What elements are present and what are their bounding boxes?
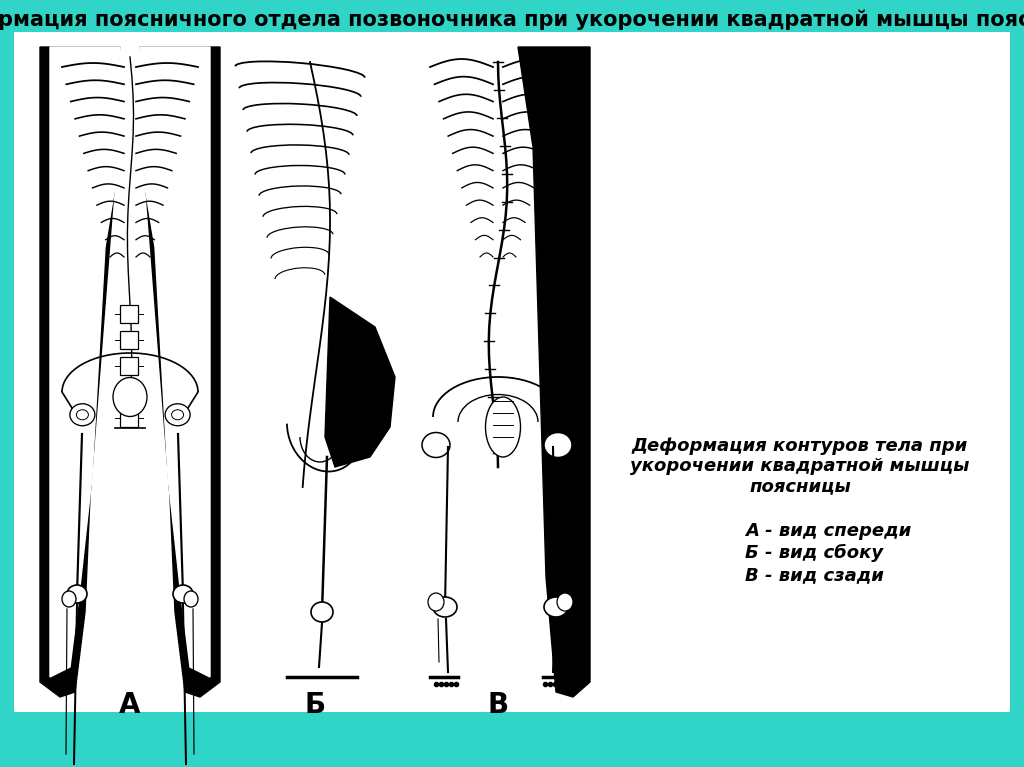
Polygon shape <box>40 47 120 697</box>
Ellipse shape <box>557 593 573 611</box>
Ellipse shape <box>113 377 147 416</box>
Ellipse shape <box>422 433 450 457</box>
Text: В - вид сзади: В - вид сзади <box>745 566 884 584</box>
Text: поясницы: поясницы <box>750 477 851 495</box>
Ellipse shape <box>77 410 88 420</box>
Ellipse shape <box>184 591 198 607</box>
Bar <box>120 383 138 401</box>
Ellipse shape <box>172 410 183 420</box>
Bar <box>120 305 138 323</box>
Polygon shape <box>135 47 210 677</box>
Text: Б - вид сбоку: Б - вид сбоку <box>745 544 883 562</box>
Bar <box>120 409 138 427</box>
Ellipse shape <box>67 585 87 603</box>
Ellipse shape <box>165 403 190 426</box>
Text: В: В <box>487 691 509 719</box>
Bar <box>14 32 1010 712</box>
Text: А - вид спереди: А - вид спереди <box>745 522 911 540</box>
Ellipse shape <box>62 591 76 607</box>
Polygon shape <box>518 47 590 697</box>
Ellipse shape <box>173 585 193 603</box>
Text: Б: Б <box>304 691 326 719</box>
Text: А: А <box>119 691 140 719</box>
Ellipse shape <box>70 403 95 426</box>
Ellipse shape <box>485 397 520 457</box>
Ellipse shape <box>544 433 572 457</box>
Polygon shape <box>50 47 125 677</box>
Ellipse shape <box>433 597 457 617</box>
Ellipse shape <box>311 602 333 622</box>
Bar <box>120 331 138 349</box>
Text: укорочении квадратной мышцы: укорочении квадратной мышцы <box>631 457 970 475</box>
Text: Деформация поясничного отдела позвоночника при укорочении квадратной мышцы поясн: Деформация поясничного отдела позвоночни… <box>0 8 1024 29</box>
Text: Деформация контуров тела при: Деформация контуров тела при <box>632 437 968 455</box>
Bar <box>120 357 138 375</box>
Polygon shape <box>140 47 220 697</box>
Polygon shape <box>325 297 395 467</box>
Ellipse shape <box>428 593 444 611</box>
Ellipse shape <box>544 597 568 617</box>
